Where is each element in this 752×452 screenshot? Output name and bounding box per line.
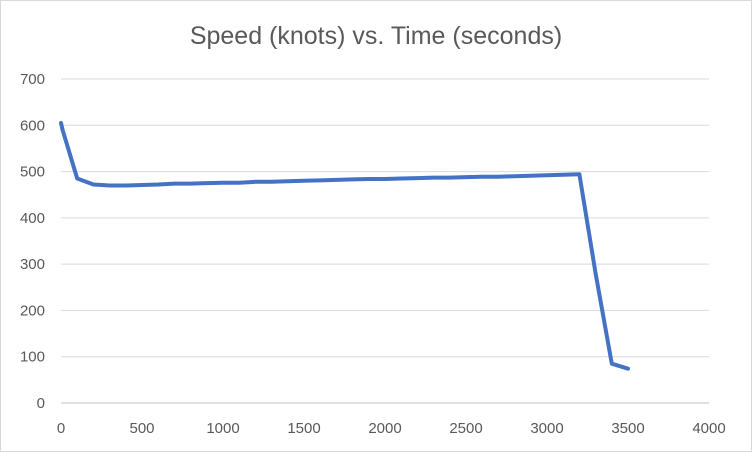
y-tick-label: 200 [20,302,45,319]
series-layer [59,121,630,371]
x-tick-label: 2000 [368,420,401,437]
x-tick-label: 1000 [206,420,239,437]
x-axis-tick-labels: 0 500 1000 1500 2000 2500 3000 3500 4000 [57,420,726,437]
y-tick-label: 500 [20,164,45,181]
x-tick-label: 3000 [530,420,563,437]
y-tick-label: 600 [20,117,45,134]
y-tick-label: 100 [20,349,45,366]
y-tick-label: 700 [20,71,45,88]
x-tick-label: 4000 [692,420,725,437]
x-tick-label: 0 [57,420,65,437]
y-tick-label: 0 [37,395,45,412]
y-axis-tick-labels: 0 100 200 300 400 500 600 700 [20,71,45,412]
x-tick-label: 2500 [449,420,482,437]
series-line-0 [59,121,630,371]
chart-title: Speed (knots) vs. Time (seconds) [189,22,563,50]
x-tick-label: 500 [129,420,154,437]
x-tick-label: 1500 [287,420,320,437]
y-tick-label: 400 [20,210,45,227]
y-tick-label: 300 [20,256,45,273]
x-tick-label: 3500 [611,420,644,437]
